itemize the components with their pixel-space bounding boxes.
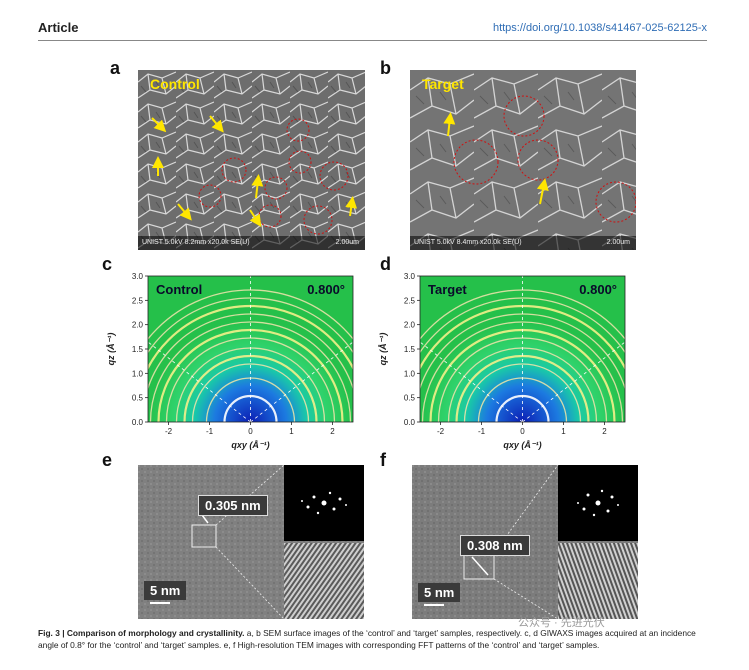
sem-image-target: Target UNIST 5.0kV 8.4mm x20.0k SE(U) 2.…: [410, 70, 636, 250]
giwaxs-plot-target: 3.0 2.5 2.0 1.5 1.0 0.5 0.0 -2 -1 0 1 2 qz (Å⁻¹) qxy …: [378, 272, 626, 450]
tem-image-target: 0.308 nm 5 nm: [412, 465, 638, 619]
caption-text: a, b SEM surface images of the ‘control’…: [38, 628, 696, 650]
header-divider: [38, 40, 707, 41]
y-tick-label: 1.0: [404, 369, 416, 378]
x-tick-label: 2: [602, 427, 607, 436]
panel-label-b: b: [380, 58, 391, 78]
y-tick-label: 0.5: [404, 394, 416, 403]
y-tick-label: 3.0: [404, 272, 416, 281]
panel-label-e: e: [102, 450, 113, 470]
tem-scalebar-control: 5 nm: [144, 581, 187, 600]
y-tick-label: 2.5: [404, 296, 416, 305]
journal-section: Article: [38, 20, 79, 35]
panel-label-f: f: [380, 450, 386, 470]
scattering-ring: [463, 363, 582, 422]
y-tick-label: 1.0: [132, 369, 144, 378]
x-tick-label: 1: [561, 427, 566, 436]
y-tick-label: 0.5: [132, 394, 144, 403]
doi-link[interactable]: https://doi.org/10.1038/s41467-025-62125…: [492, 22, 707, 34]
sem-scalebar-control: 2.00um: [335, 239, 359, 246]
x-tick-label: 0: [248, 427, 253, 436]
panel-label-c: c: [102, 254, 113, 274]
sem-image-control: Control UNIST 5.0kV 8.2mm x20.0k SE(U) 2…: [138, 70, 365, 250]
sem-title-target: Target: [422, 76, 464, 92]
x-tick-label: -1: [478, 427, 486, 436]
y-tick-label: 0.0: [132, 418, 144, 427]
x-tick-label: 0: [520, 427, 525, 436]
guide-right: [522, 341, 625, 422]
y-axis-label: qz (Å⁻¹): [106, 333, 116, 366]
x-tick-label: 2: [330, 427, 335, 436]
sem-footer-control: UNIST 5.0kV 8.2mm x20.0k SE(U): [138, 236, 365, 250]
y-tick-label: 3.0: [132, 272, 144, 281]
sem-texture-target: [410, 70, 636, 250]
x-axis-label: qxy (Å⁻¹): [231, 440, 269, 450]
scattering-ring: [191, 363, 310, 422]
giwaxs-title: Target: [428, 282, 467, 297]
sem-footer-target: UNIST 5.0kV 8.4mm x20.0k SE(U): [410, 236, 636, 250]
tem-scalebar-target: 5 nm: [418, 583, 461, 602]
panel-label-a: a: [110, 58, 121, 78]
y-tick-label: 1.5: [404, 345, 416, 354]
lattice-spacing-target: 0.308 nm: [460, 535, 530, 556]
y-tick-label: 2.5: [132, 296, 144, 305]
giwaxs-control: 3.0 2.5 2.0 1.5 1.0 0.5 0.0 -2 -1 0 1 2 qz (Å⁻¹) qxy …: [100, 268, 372, 458]
watermark: 公众号 · 先进光伏: [518, 617, 605, 629]
y-tick-label: 1.5: [132, 345, 144, 354]
guide-left: [148, 341, 251, 422]
x-tick-label: 1: [289, 427, 294, 436]
y-tick-label: 2.0: [404, 321, 416, 330]
incidence-angle: 0.800°: [579, 282, 617, 297]
y-tick-label: 0.0: [404, 418, 416, 427]
scattering-ring: [149, 321, 352, 422]
sem-texture-control: [138, 70, 365, 250]
giwaxs-plot-control: 3.0 2.5 2.0 1.5 1.0 0.5 0.0 -2 -1 0 1 2 qz (Å⁻¹) qxy …: [106, 272, 354, 450]
guide-left: [420, 341, 523, 422]
x-tick-label: -2: [437, 427, 445, 436]
x-tick-label: -1: [206, 427, 214, 436]
lattice-spacing-control: 0.305 nm: [198, 495, 268, 516]
caption-title: Fig. 3 | Comparison of morphology and cr…: [38, 628, 245, 638]
incidence-angle: 0.800°: [307, 282, 345, 297]
tem-image-control: 0.305 nm 5 nm: [138, 465, 364, 619]
y-tick-label: 2.0: [132, 321, 144, 330]
sem-title-control: Control: [150, 76, 200, 92]
guide-right: [250, 341, 353, 422]
sem-scalebar-target: 2.00um: [606, 239, 630, 246]
figure-caption: Fig. 3 | Comparison of morphology and cr…: [38, 627, 708, 651]
x-tick-label: -2: [165, 427, 173, 436]
y-axis-label: qz (Å⁻¹): [378, 333, 388, 366]
giwaxs-target: 3.0 2.5 2.0 1.5 1.0 0.5 0.0 -2 -1 0 1 2 qz (Å⁻¹) qxy …: [372, 268, 644, 458]
scattering-ring: [421, 321, 624, 422]
giwaxs-title: Control: [156, 282, 202, 297]
panel-label-d: d: [380, 254, 391, 274]
scattering-ring: [148, 297, 353, 354]
x-axis-label: qxy (Å⁻¹): [503, 440, 541, 450]
scattering-ring: [420, 297, 625, 354]
